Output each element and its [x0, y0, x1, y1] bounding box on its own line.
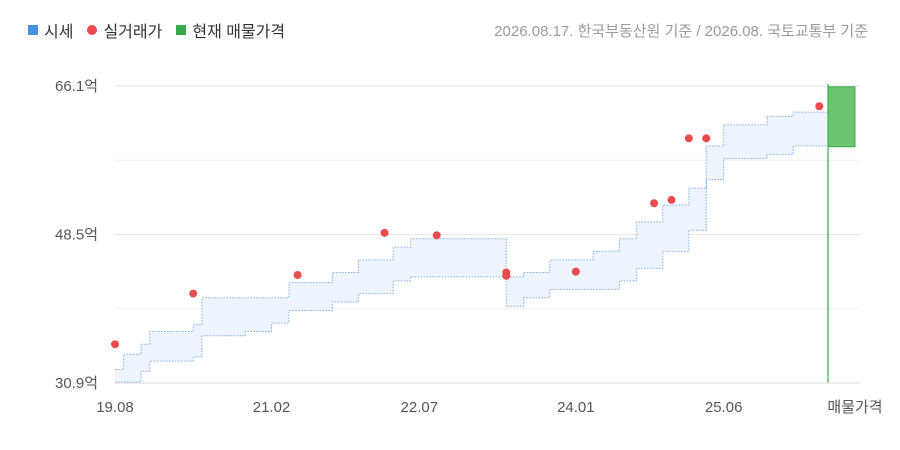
market-price-band-upper — [115, 111, 828, 370]
actual-trade-point — [650, 199, 659, 208]
x-tick-label: 22.07 — [401, 399, 439, 416]
actual-trade-point — [502, 271, 511, 280]
x-tick-label: 21.02 — [253, 399, 291, 416]
actual-trade-point — [189, 289, 198, 298]
actual-trade-dot-icon — [87, 25, 98, 35]
current-listing-square-icon — [176, 25, 187, 35]
y-tick-label: 30.9억 — [55, 375, 98, 392]
legend-item-market-price[interactable]: 시세 — [28, 18, 73, 42]
y-tick-label: 48.5억 — [55, 227, 98, 244]
actual-trade-point — [815, 102, 824, 111]
actual-trade-point — [702, 134, 711, 143]
x-tick-label: 25.06 — [705, 399, 743, 416]
market-price-band-fill — [115, 112, 828, 383]
market-price-square-icon — [28, 25, 38, 35]
x-tick-label: 매물가격 — [827, 399, 882, 416]
legend-item-current-listing[interactable]: 현재 매물가격 — [176, 18, 285, 42]
legend-item-actual-trade[interactable]: 실거래가 — [87, 18, 162, 42]
market-price-band — [115, 111, 828, 383]
current-listing-bar — [827, 84, 856, 383]
actual-trade-point — [667, 195, 676, 204]
x-tick-label: 24.01 — [557, 399, 595, 416]
actual-trade-point — [111, 340, 119, 349]
actual-trade-point — [684, 134, 693, 143]
legend-label-market-price: 시세 — [44, 24, 74, 41]
chart-legend: 시세 실거래가 현재 매물가격 — [28, 18, 285, 42]
source-note: 2026.08.17. 한국부동산원 기준 / 2026.08. 국토교통부 기… — [494, 23, 868, 40]
legend-label-actual-trade: 실거래가 — [103, 24, 163, 41]
market-price-band-lower — [115, 145, 828, 383]
actual-trade-point — [293, 271, 302, 279]
actual-trade-points — [111, 102, 824, 349]
actual-trade-point — [571, 267, 580, 276]
x-tick-label: 19.08 — [96, 399, 134, 416]
actual-trade-point — [380, 228, 389, 237]
actual-trade-point — [432, 231, 441, 240]
y-tick-label: 66.1억 — [55, 78, 98, 95]
current-listing-range-bar — [827, 86, 856, 148]
axes: 66.1억 48.5억 30.9억 19.08 21.02 22.07 24.01 25.06… — [55, 78, 883, 416]
legend-label-current-listing: 현재 매물가격 — [192, 24, 286, 41]
